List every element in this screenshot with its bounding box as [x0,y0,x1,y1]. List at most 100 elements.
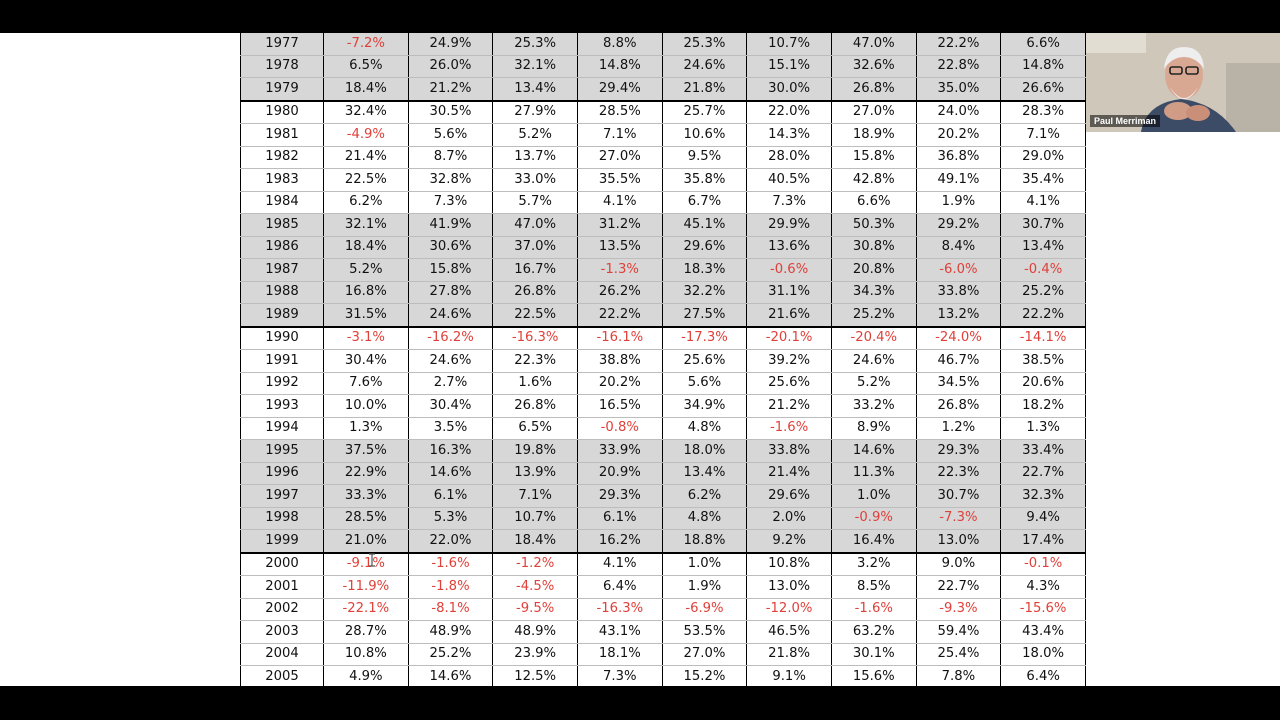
return-cell: 33.0% [492,168,578,192]
return-cell: 18.9% [830,123,917,147]
return-cell: 4.1% [1000,191,1086,214]
return-cell: 7.1% [1000,123,1086,147]
table-row: 1983 22.5% 32.8% 33.0% 35.5% 35.8% 40.5% 42.8% 4… [240,168,1086,192]
return-cell: 5.2% [323,258,409,282]
return-cell: -1.6% [830,598,917,621]
return-cell: 25.6% [661,349,748,373]
return-cell: -6.0% [915,258,1002,282]
return-cell: 22.5% [323,168,409,192]
return-cell: 4.1% [576,191,663,214]
return-cell: 33.3% [323,484,409,508]
table-row: 1989 31.5% 24.6% 22.5% 22.2% 27.5% 21.6% 25.2% 1… [240,303,1086,327]
return-cell: -24.0% [915,325,1002,350]
year-cell: 2000 [240,551,324,576]
year-cell: 1994 [240,417,324,440]
return-cell: 21.0% [323,529,409,553]
return-cell: 31.1% [746,281,832,304]
return-cell: 36.8% [915,146,1002,169]
return-cell: -17.3% [661,325,748,350]
return-cell: 22.2% [915,33,1002,56]
return-cell: 1.2% [915,417,1002,440]
return-cell: 18.0% [661,439,748,463]
table-row: 1988 16.8% 27.8% 26.8% 26.2% 32.2% 31.1% 34.3% 3… [240,281,1086,304]
return-cell: 17.4% [1000,529,1086,553]
return-cell: 13.4% [661,462,748,485]
return-cell: 45.1% [661,213,748,237]
return-cell: 25.6% [746,372,832,395]
return-cell: 40.5% [746,168,832,192]
return-cell: 32.4% [323,99,409,124]
return-cell: 15.8% [407,258,494,282]
return-cell: 34.5% [915,372,1002,395]
return-cell: 28.0% [746,146,832,169]
return-cell: 25.7% [661,99,748,124]
table-row: 2004 10.8% 25.2% 23.9% 18.1% 27.0% 21.8% 30.1% 2… [240,643,1086,666]
return-cell: 50.3% [830,213,917,237]
return-cell: 35.0% [915,77,1002,101]
table-row: 1986 18.4% 30.6% 37.0% 13.5% 29.6% 13.6% 30.8% 8… [240,236,1086,259]
return-cell: 1.3% [323,417,409,440]
return-cell: 29.3% [576,484,663,508]
return-cell: 8.7% [407,146,494,169]
return-cell: 1.3% [1000,417,1086,440]
left-blank-area [0,33,240,686]
return-cell: 16.8% [323,281,409,304]
return-cell: 14.6% [830,439,917,463]
table-row: 1977 -7.2% 24.9% 25.3% 8.8% 25.3% 10.7% 47.0% 22… [240,33,1086,56]
return-cell: 21.4% [746,462,832,485]
return-cell: 29.0% [1000,146,1086,169]
shared-screen-document[interactable]: 1977 -7.2% 24.9% 25.3% 8.8% 25.3% 10.7% 47.0% 22… [240,33,1086,686]
return-cell: 19.8% [492,439,578,463]
return-cell: -16.1% [576,325,663,350]
return-cell: 33.2% [830,394,917,418]
return-cell: 10.7% [492,507,578,530]
return-cell: -15.6% [1000,598,1086,621]
return-cell: 23.9% [492,643,578,666]
year-cell: 1999 [240,529,324,553]
return-cell: 33.9% [576,439,663,463]
return-cell: 10.6% [661,123,748,147]
return-cell: 13.2% [915,303,1002,327]
return-cell: 34.3% [830,281,917,304]
return-cell: 14.8% [1000,55,1086,78]
return-cell: 26.8% [915,394,1002,418]
return-cell: 5.3% [407,507,494,530]
return-cell: 48.9% [492,620,578,644]
return-cell: -7.3% [915,507,1002,530]
return-cell: -3.1% [323,325,409,350]
return-cell: 16.7% [492,258,578,282]
return-cell: 32.1% [492,55,578,78]
return-cell: -1.2% [492,551,578,576]
table-row: 1994 1.3% 3.5% 6.5% -0.8% 4.8% -1.6% 8.9% 1.2% 1.… [240,417,1086,440]
return-cell: 32.2% [661,281,748,304]
return-cell: 12.5% [492,665,578,686]
return-cell: 37.0% [492,236,578,259]
return-cell: 30.7% [1000,213,1086,237]
return-cell: -9.5% [492,598,578,621]
return-cell: 22.7% [1000,462,1086,485]
return-cell: 9.0% [915,551,1002,576]
table-row: 1991 30.4% 24.6% 22.3% 38.8% 25.6% 39.2% 24.6% 4… [240,349,1086,373]
return-cell: 21.8% [746,643,832,666]
return-cell: 30.7% [915,484,1002,508]
participant-video-tile[interactable]: Paul Merriman [1086,33,1280,132]
return-cell: 22.0% [407,529,494,553]
year-cell: 1992 [240,372,324,395]
return-cell: 24.6% [407,303,494,327]
table-row: 1996 22.9% 14.6% 13.9% 20.9% 13.4% 21.4% 11.3% 2… [240,462,1086,485]
return-cell: 22.2% [1000,303,1086,327]
return-cell: 5.7% [492,191,578,214]
year-cell: 1982 [240,146,324,169]
return-cell: -1.6% [746,417,832,440]
return-cell: -9.1% [323,551,409,576]
return-cell: 26.2% [576,281,663,304]
year-cell: 1997 [240,484,324,508]
return-cell: 27.0% [830,99,917,124]
return-cell: 24.6% [830,349,917,373]
return-cell: 18.3% [661,258,748,282]
return-cell: -4.9% [323,123,409,147]
return-cell: 26.8% [492,394,578,418]
return-cell: 4.8% [661,417,748,440]
table-row: 2005 4.9% 14.6% 12.5% 7.3% 15.2% 9.1% 15.6% 7.8%… [240,665,1086,686]
year-cell: 1978 [240,55,324,78]
